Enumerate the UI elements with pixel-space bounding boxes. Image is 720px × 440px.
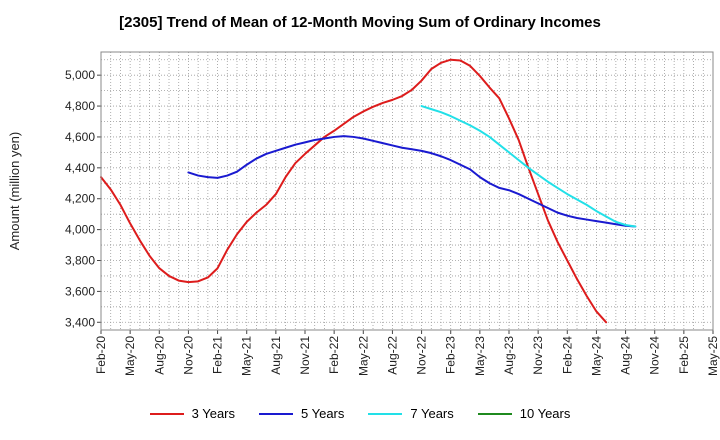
- axis-layer: 3,400 3,600 3,800 4,000 4,200 4,400 4,600 4,800…: [65, 68, 720, 376]
- legend-swatch-3-years: [149, 412, 184, 415]
- x-tick-label: Aug-21: [269, 336, 283, 375]
- x-tick-label: Nov-23: [531, 336, 545, 375]
- x-tick-label: Aug-23: [502, 336, 516, 375]
- y-tick-label: 3,400: [65, 315, 95, 329]
- legend-label-7-years: 7 Years: [410, 406, 454, 421]
- series-line-3-years: [100, 58, 608, 324]
- x-tick-label: Feb-21: [211, 336, 225, 374]
- x-tick-label: May-25: [706, 336, 720, 376]
- y-tick-label: 4,800: [65, 99, 95, 113]
- series-line-5-years: [187, 135, 637, 228]
- x-tick-label: Feb-23: [444, 336, 458, 374]
- x-tick-label: Aug-24: [619, 336, 633, 375]
- x-tick-label: Feb-22: [327, 336, 341, 374]
- legend-swatch-10-years: [477, 412, 512, 415]
- x-tick-label: Feb-24: [560, 336, 574, 374]
- legend-label-3-years: 3 Years: [191, 406, 235, 421]
- plot-frame: [100, 51, 714, 331]
- y-tick-label: 4,200: [65, 192, 95, 206]
- legend-swatch-7-years: [368, 412, 403, 415]
- series-layer: [100, 58, 637, 324]
- x-tick-label: Nov-24: [648, 336, 662, 375]
- x-tick-label: Feb-25: [677, 336, 691, 374]
- legend-item-5-years: 5 Years: [259, 406, 344, 421]
- x-tick-label: May-20: [123, 336, 137, 376]
- y-tick-label: 4,600: [65, 130, 95, 144]
- legend-label-10-years: 10 Years: [519, 406, 571, 421]
- x-tick-label: May-22: [356, 336, 370, 376]
- legend: 3 Years 5 Years 7 Years 10 Years: [0, 406, 720, 421]
- x-tick-label: May-23: [473, 336, 487, 376]
- x-tick-label: May-24: [589, 336, 603, 376]
- y-tick-label: 4,400: [65, 161, 95, 175]
- legend-label-5-years: 5 Years: [301, 406, 345, 421]
- x-tick-label: Nov-20: [181, 336, 195, 375]
- x-tick-label: Aug-20: [152, 336, 166, 375]
- x-tick-label: May-21: [240, 336, 254, 376]
- series-line-7-years: [420, 105, 637, 228]
- legend-item-10-years: 10 Years: [477, 406, 571, 421]
- x-tick-label: Feb-20: [94, 336, 108, 374]
- x-tick-label: Aug-22: [385, 336, 399, 375]
- legend-item-3-years: 3 Years: [149, 406, 235, 421]
- y-tick-label: 3,800: [65, 254, 95, 268]
- x-tick-label: Nov-22: [415, 336, 429, 375]
- plot-area: [101, 52, 713, 330]
- legend-swatch-5-years: [259, 412, 293, 415]
- y-tick-label: 3,600: [65, 284, 95, 298]
- chart-title: [2305] Trend of Mean of 12-Month Moving …: [119, 14, 601, 31]
- legend-item-7-years: 7 Years: [368, 406, 454, 421]
- y-axis-title: Amount (million yen): [7, 132, 22, 251]
- y-tick-label: 5,000: [65, 68, 95, 82]
- x-tick-label: Nov-21: [298, 336, 312, 375]
- y-tick-label: 4,000: [65, 223, 95, 237]
